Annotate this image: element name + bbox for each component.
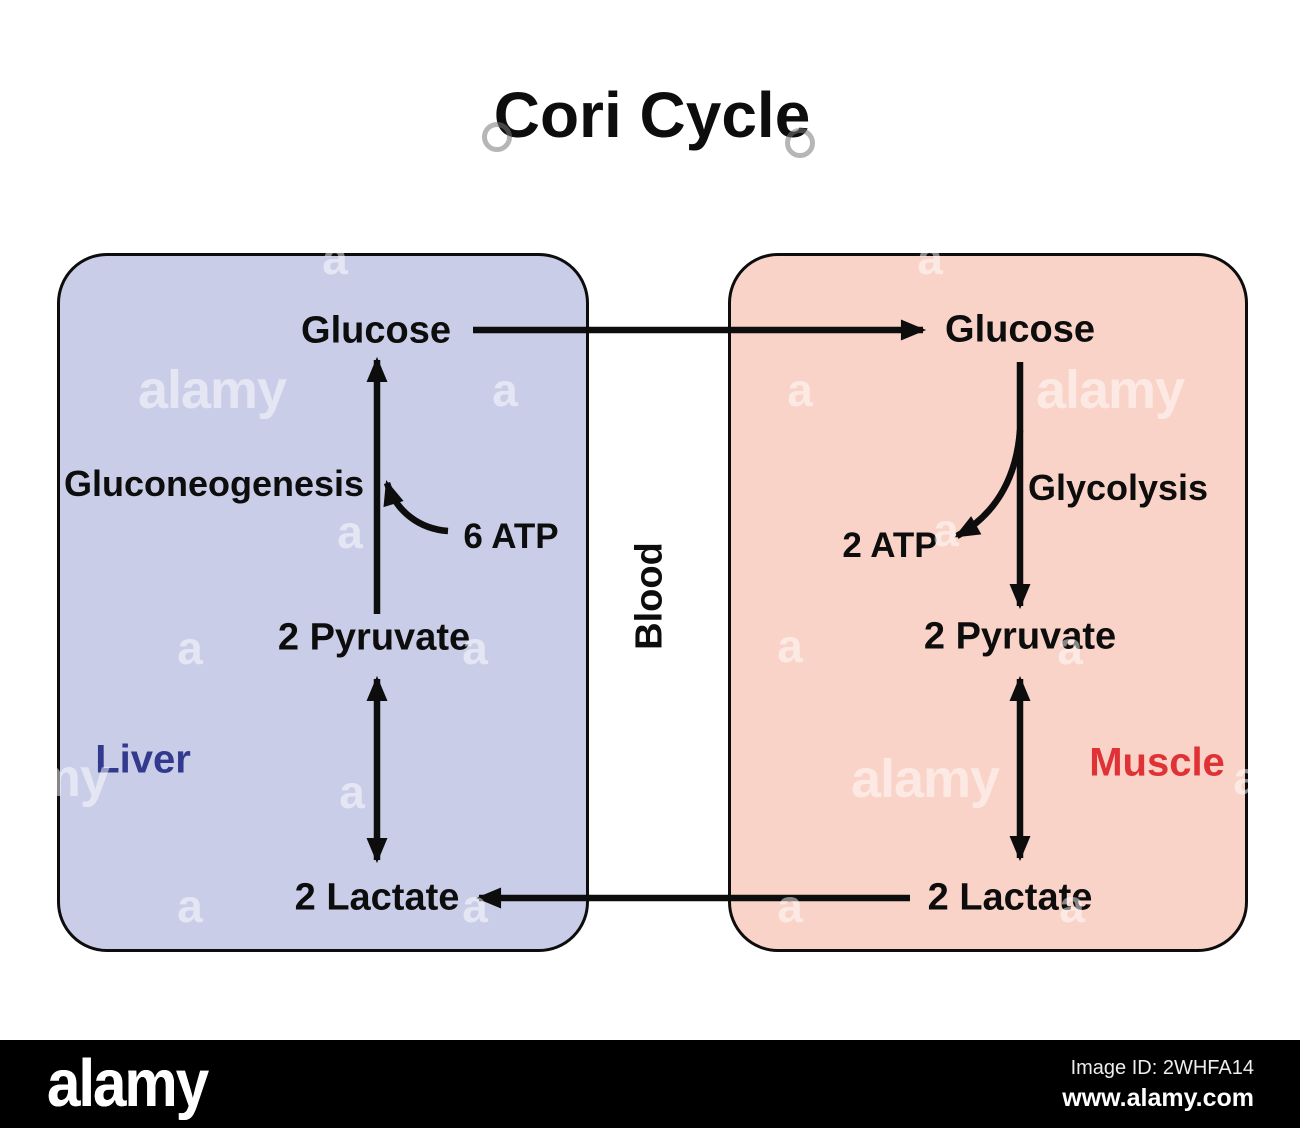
watermark-ring-icon	[785, 128, 815, 158]
muscle-glucose-label: Glucose	[945, 308, 1095, 351]
glycolysis-label: Glycolysis	[1027, 467, 1209, 508]
liver-region-label: Liver	[95, 737, 191, 782]
liver-lactate-label: 2 Lactate	[294, 876, 460, 919]
alamy-logo: alamy	[47, 1045, 209, 1121]
muscle-region-label: Muscle	[1089, 740, 1225, 785]
muscle-lactate-label: 2 Lactate	[927, 876, 1093, 919]
muscle-atp-label: 2 ATP	[842, 526, 938, 565]
muscle-region-box	[728, 253, 1248, 952]
liver-region-box	[57, 253, 589, 952]
gluconeogenesis-label: Gluconeogenesis	[63, 463, 365, 504]
liver-glucose-label: Glucose	[301, 309, 451, 352]
watermark-ring-icon	[482, 122, 512, 152]
alamy-logo: alamy	[47, 1045, 209, 1121]
diagram-title: Cori Cycle	[493, 79, 811, 151]
blood-label: Blood	[628, 542, 671, 650]
muscle-pyruvate-label: 2 Pyruvate	[923, 615, 1117, 658]
liver-pyruvate-label: 2 Pyruvate	[277, 616, 471, 659]
footer-bar: alamy	[0, 1040, 1300, 1128]
image-id-text: Image ID: 2WHFA14	[1070, 1057, 1254, 1079]
alamy-url-text: www.alamy.com	[1062, 1084, 1254, 1112]
liver-atp-label: 6 ATP	[463, 517, 559, 556]
footer-meta: Image ID: 2WHFA14 www.alamy.com	[1062, 1057, 1254, 1113]
